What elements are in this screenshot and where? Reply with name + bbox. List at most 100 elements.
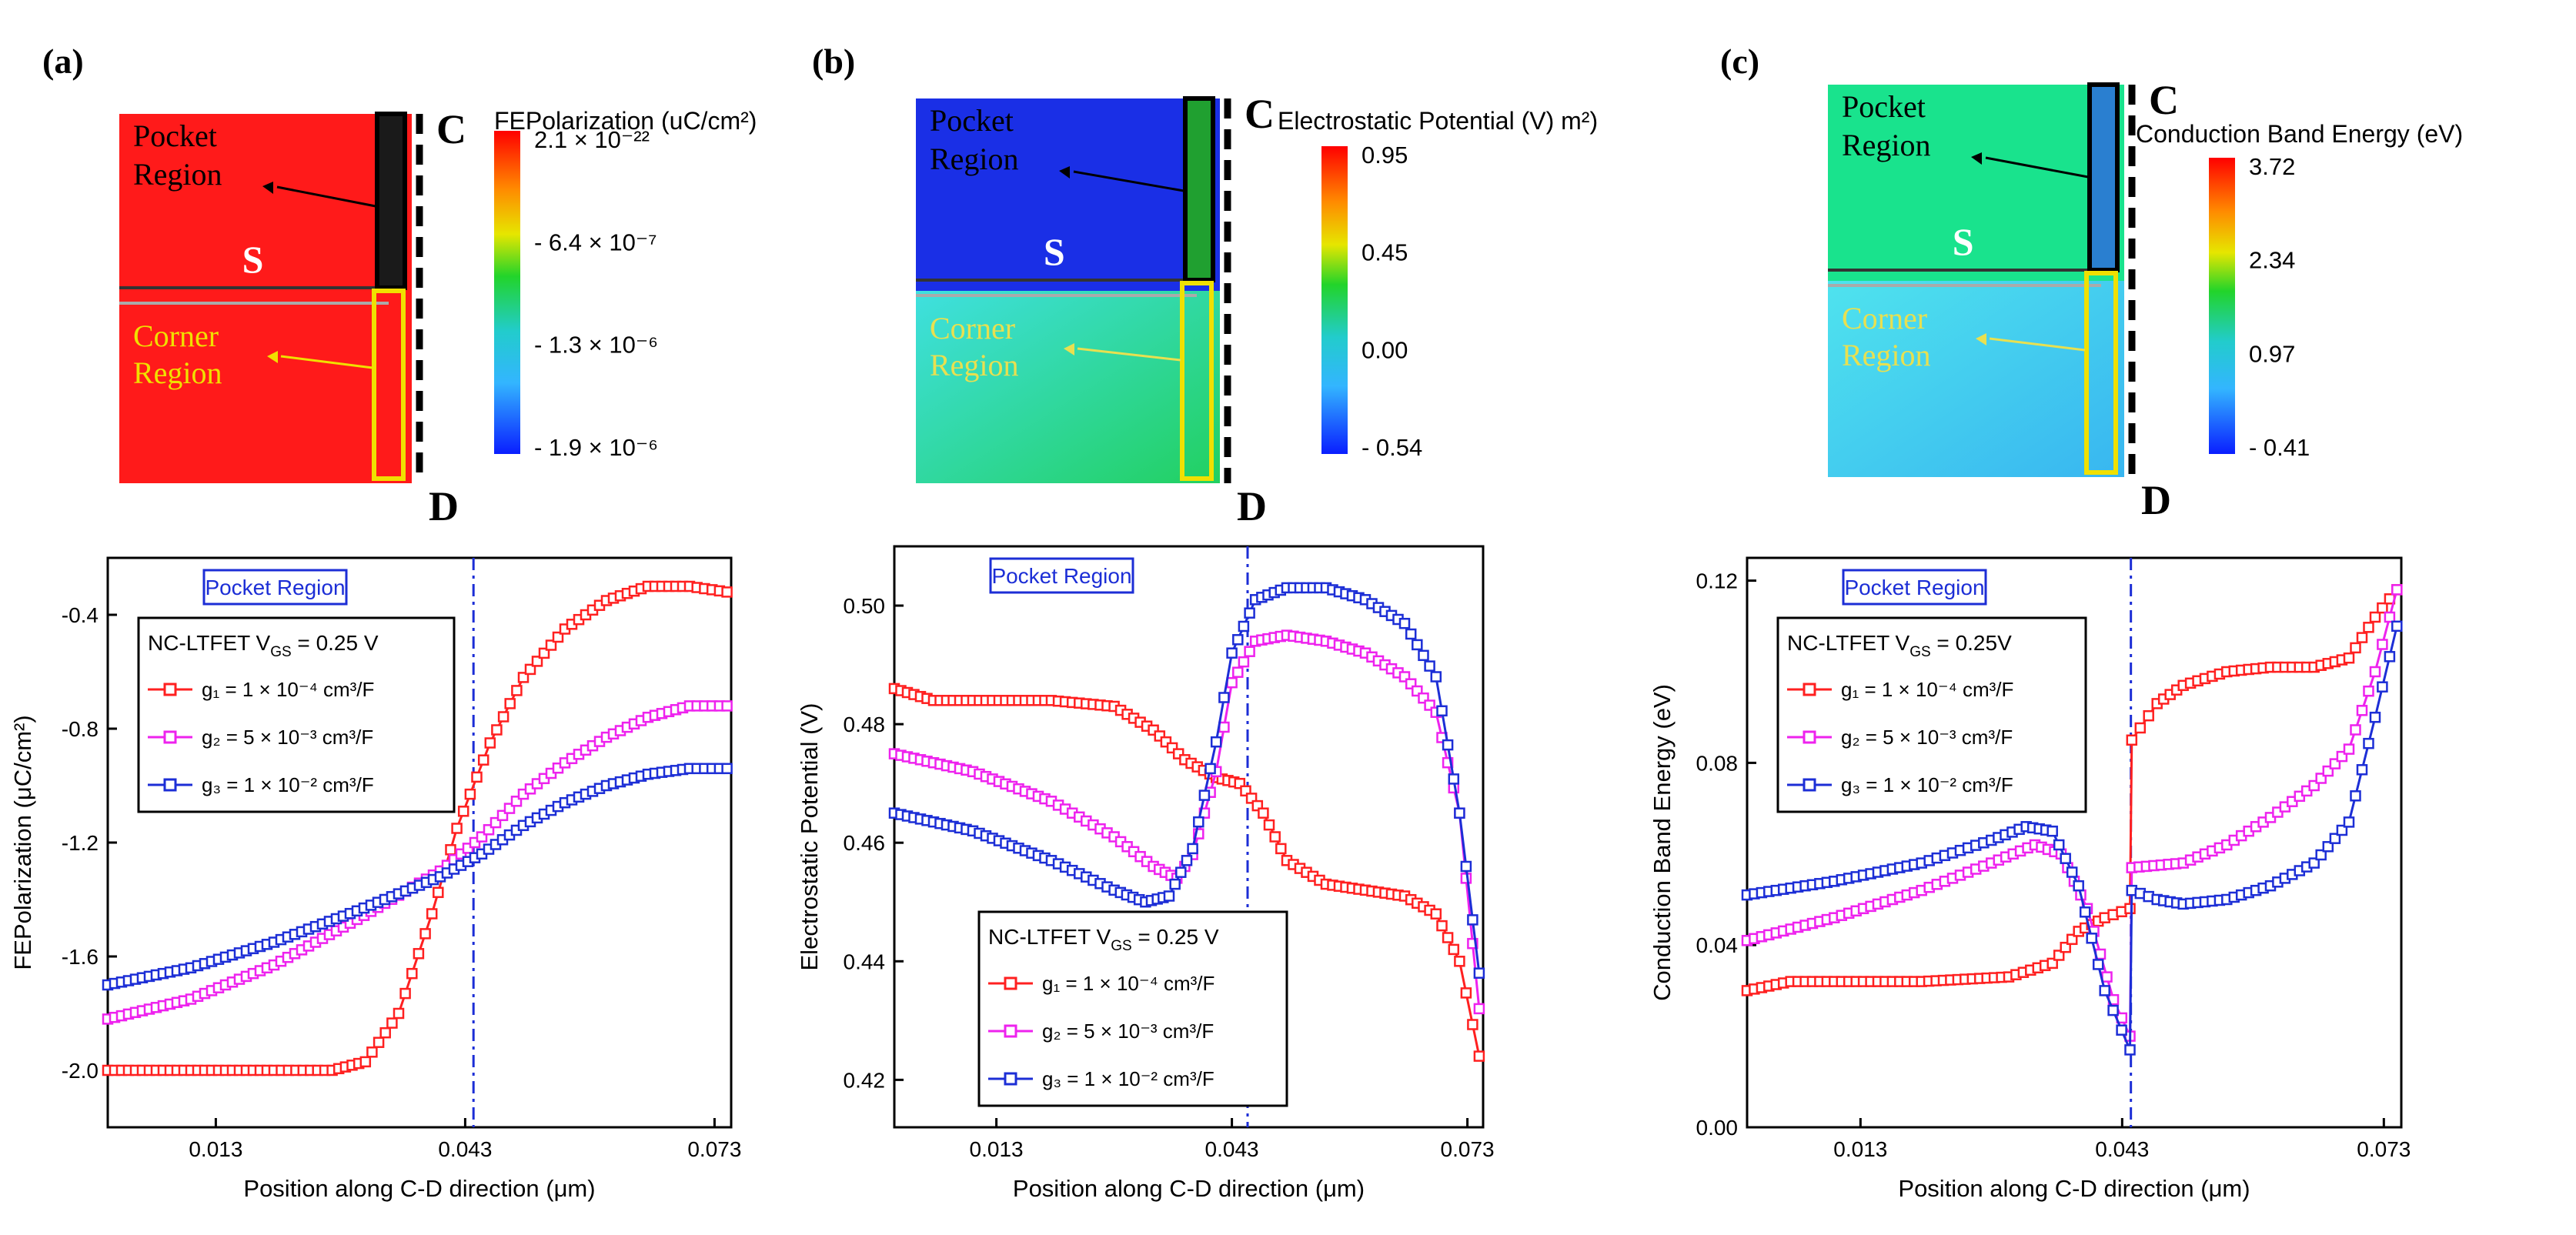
y-tick-label: -1.6 bbox=[62, 945, 99, 969]
data-point bbox=[2384, 651, 2396, 663]
y-tick-label: -0.4 bbox=[62, 603, 99, 627]
terminal-c-label: C bbox=[436, 106, 466, 152]
data-point bbox=[1263, 819, 1275, 831]
data-point bbox=[2356, 764, 2368, 776]
legend-title: NC-LTFET VGS = 0.25 V bbox=[988, 925, 1219, 954]
series-markers bbox=[888, 582, 1485, 979]
data-point bbox=[1473, 1050, 1485, 1062]
x-tick-label: 0.073 bbox=[687, 1137, 741, 1161]
data-point bbox=[1193, 816, 1204, 828]
data-point bbox=[433, 886, 444, 899]
panel-label: (a) bbox=[42, 42, 84, 81]
x-tick-label: 0.043 bbox=[1205, 1137, 1259, 1161]
data-point bbox=[2350, 724, 2361, 736]
corner-arrow-head bbox=[1976, 333, 1986, 345]
data-point bbox=[1448, 943, 1460, 956]
series-markers bbox=[888, 683, 1485, 1062]
data-point bbox=[1442, 739, 1454, 751]
data-point bbox=[1436, 705, 1448, 717]
panel-label: (c) bbox=[1720, 42, 1759, 81]
legend-swatch-marker bbox=[1803, 683, 1816, 696]
data-point bbox=[1244, 607, 1255, 619]
data-point bbox=[379, 1026, 391, 1039]
y-tick-label: 0.42 bbox=[844, 1068, 886, 1092]
data-point bbox=[464, 788, 476, 800]
y-tick-label: 0.04 bbox=[1696, 933, 1739, 957]
pocket-region-box bbox=[375, 112, 407, 290]
data-point bbox=[1198, 789, 1211, 801]
y-tick-label: 0.48 bbox=[844, 713, 886, 736]
data-point bbox=[2343, 652, 2355, 664]
data-point bbox=[1448, 773, 1460, 785]
y-axis-label: Electrostatic Potential (V) bbox=[796, 703, 823, 970]
y-tick-label: 0.46 bbox=[844, 831, 886, 855]
data-point bbox=[721, 586, 733, 598]
data-point bbox=[451, 823, 463, 834]
device-map-lower bbox=[119, 299, 412, 483]
data-point bbox=[1460, 987, 1472, 999]
data-point bbox=[2099, 985, 2110, 996]
line-chart-b: 0.013 0.043 0.073 0.42 0.44 0.46 0.48 0.50 Posit… bbox=[796, 545, 1495, 1202]
legend-swatch-marker bbox=[1004, 1024, 1017, 1038]
colorbar-title: FEPolarization (uC/cm²) bbox=[494, 107, 757, 135]
data-point bbox=[552, 631, 564, 643]
data-point bbox=[2053, 950, 2065, 961]
data-point bbox=[1269, 831, 1281, 843]
data-point bbox=[2322, 841, 2334, 853]
y-tick-label: -2.0 bbox=[62, 1059, 99, 1083]
data-point bbox=[2363, 622, 2374, 633]
data-point bbox=[1181, 855, 1193, 866]
y-axis-label: Conduction Band Energy (eV) bbox=[1649, 684, 1676, 1001]
legend-entry: g₃ = 1 × 10⁻² cm³/F bbox=[202, 773, 374, 796]
data-point bbox=[538, 647, 550, 659]
data-point bbox=[2391, 584, 2403, 596]
data-point bbox=[2329, 833, 2341, 844]
data-point bbox=[2377, 639, 2388, 650]
legend-title: NC-LTFET VGS = 0.25 V bbox=[148, 631, 379, 660]
terminal-d-label: D bbox=[2141, 477, 2171, 523]
data-point bbox=[445, 844, 456, 856]
data-point bbox=[1454, 807, 1465, 819]
data-point bbox=[1218, 721, 1230, 733]
pocket-region-text: Pocket bbox=[133, 118, 217, 153]
pocket-region-label: Pocket Region bbox=[1844, 576, 1984, 599]
data-point bbox=[457, 806, 469, 817]
legend-entry: g₂ = 5 × 10⁻³ cm³/F bbox=[1841, 726, 2013, 749]
legend-swatch-marker bbox=[1803, 730, 1816, 744]
terminal-c-label: C bbox=[1245, 91, 1275, 137]
corner-region-text: Region bbox=[133, 355, 222, 390]
data-point bbox=[2046, 957, 2058, 970]
data-point bbox=[2356, 632, 2368, 643]
data-point bbox=[426, 908, 438, 920]
data-point bbox=[419, 928, 431, 940]
x-tick-label: 0.043 bbox=[438, 1137, 492, 1161]
data-point bbox=[517, 672, 530, 683]
corner-arrow-head bbox=[267, 351, 278, 363]
colorbar-tick-label: - 0.41 bbox=[2249, 434, 2310, 461]
data-point bbox=[1275, 843, 1287, 855]
data-point bbox=[2073, 880, 2084, 892]
corner-region-text: Corner bbox=[1842, 301, 1927, 335]
pocket-region-text: Pocket bbox=[930, 103, 1014, 138]
line-chart-c: 0.013 0.043 0.073 0.00 0.04 0.08 0.12 Position … bbox=[1649, 556, 2411, 1202]
data-point bbox=[1412, 639, 1423, 651]
corner-region-text: Region bbox=[1842, 338, 1931, 372]
y-tick-label: -1.2 bbox=[62, 831, 99, 855]
data-point bbox=[2143, 709, 2154, 722]
legend-title-text: NC-LTFET V bbox=[148, 631, 271, 655]
colorbar-tick-label: - 0.54 bbox=[1362, 434, 1422, 461]
data-point bbox=[1405, 628, 1417, 640]
data-point bbox=[2343, 816, 2355, 828]
data-point bbox=[491, 724, 503, 736]
data-point bbox=[545, 639, 557, 651]
data-point bbox=[1424, 660, 1435, 672]
data-point bbox=[2356, 705, 2368, 716]
legend-title: NC-LTFET VGS = 0.25V bbox=[1787, 631, 2012, 660]
data-point bbox=[2363, 685, 2374, 697]
y-axis-label: FEPolarization (μC/cm²) bbox=[9, 715, 36, 970]
x-tick-label: 0.013 bbox=[970, 1137, 1024, 1161]
data-point bbox=[413, 948, 425, 960]
x-tick-label: 0.073 bbox=[1441, 1137, 1495, 1161]
data-point bbox=[531, 656, 543, 667]
